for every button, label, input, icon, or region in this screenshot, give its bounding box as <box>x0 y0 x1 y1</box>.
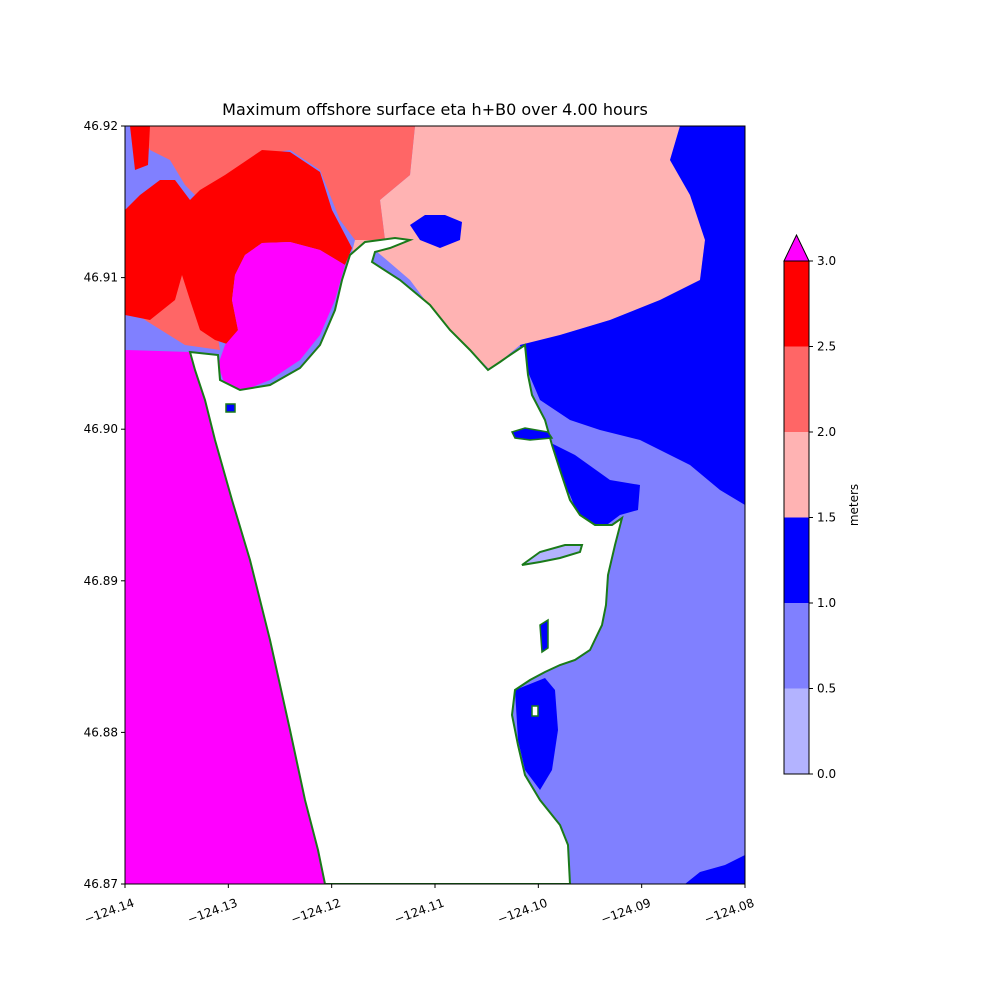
x-tick-label: −124.10 <box>496 896 550 927</box>
water-patch-north <box>410 215 462 248</box>
y-tick-label: 46.91 <box>84 271 118 285</box>
x-tick-label: −124.09 <box>599 896 653 927</box>
colorbar-tick-label: 2.0 <box>817 425 836 439</box>
colorbar-tick-label: 1.0 <box>817 596 836 610</box>
y-tick-label: 46.90 <box>84 422 118 436</box>
x-tick-label: −124.14 <box>82 896 136 927</box>
water-region-20-25 <box>125 126 415 240</box>
x-tick-label: −124.08 <box>702 896 756 927</box>
colorbar-band <box>784 346 809 432</box>
land-mass <box>188 236 624 884</box>
colorbar-tick-label: 1.5 <box>817 511 836 525</box>
y-tick-label: 46.92 <box>84 119 118 133</box>
x-axis: −124.14 −124.13 −124.12 −124.11 −124.10 −124.… <box>82 884 756 927</box>
colorbar-band <box>784 603 809 689</box>
island-small-1 <box>225 403 236 413</box>
x-tick-label: −124.11 <box>392 896 446 927</box>
water-region-15-20 <box>350 126 705 370</box>
map-plot-area[interactable] <box>125 126 745 884</box>
colorbar-band <box>784 261 809 347</box>
colorbar: 0.0 0.5 1.0 1.5 2.0 2.5 3.0 <box>783 233 836 781</box>
y-tick-label: 46.87 <box>84 877 118 891</box>
water-region-over-3 <box>218 242 345 390</box>
colorbar-extend-arrow <box>783 233 810 262</box>
y-tick-label: 46.88 <box>84 725 118 739</box>
y-axis: 46.87 46.88 46.89 46.90 46.91 46.92 <box>84 119 125 891</box>
water-region-25-30 <box>125 150 352 345</box>
island-small-2 <box>510 427 554 441</box>
colorbar-band <box>784 432 809 518</box>
island-spit <box>521 544 584 566</box>
water-region-25-30-north <box>130 126 150 170</box>
colorbar-band <box>784 688 809 774</box>
map-title: Maximum offshore surface eta h+B0 over 4… <box>222 100 648 119</box>
colorbar-label: meters <box>847 484 861 526</box>
x-tick-label: −124.13 <box>186 896 240 927</box>
island-small-3 <box>539 618 549 654</box>
water-region-10-15-south <box>515 678 558 790</box>
colorbar-band <box>784 517 809 603</box>
water-region-10-15-bay <box>545 440 640 530</box>
colorbar-tick-label: 0.0 <box>817 767 836 781</box>
water-region-10-15-corner <box>685 855 745 884</box>
colorbar-tick-label: 3.0 <box>817 254 836 268</box>
colorbar-tick-label: 2.5 <box>817 340 836 354</box>
island-small-4 <box>531 705 539 717</box>
water-region-10-15 <box>520 126 745 505</box>
y-tick-label: 46.89 <box>84 574 118 588</box>
x-tick-label: −124.12 <box>289 896 343 927</box>
colorbar-tick-label: 0.5 <box>817 682 836 696</box>
water-region-over-3-coast <box>125 350 325 884</box>
